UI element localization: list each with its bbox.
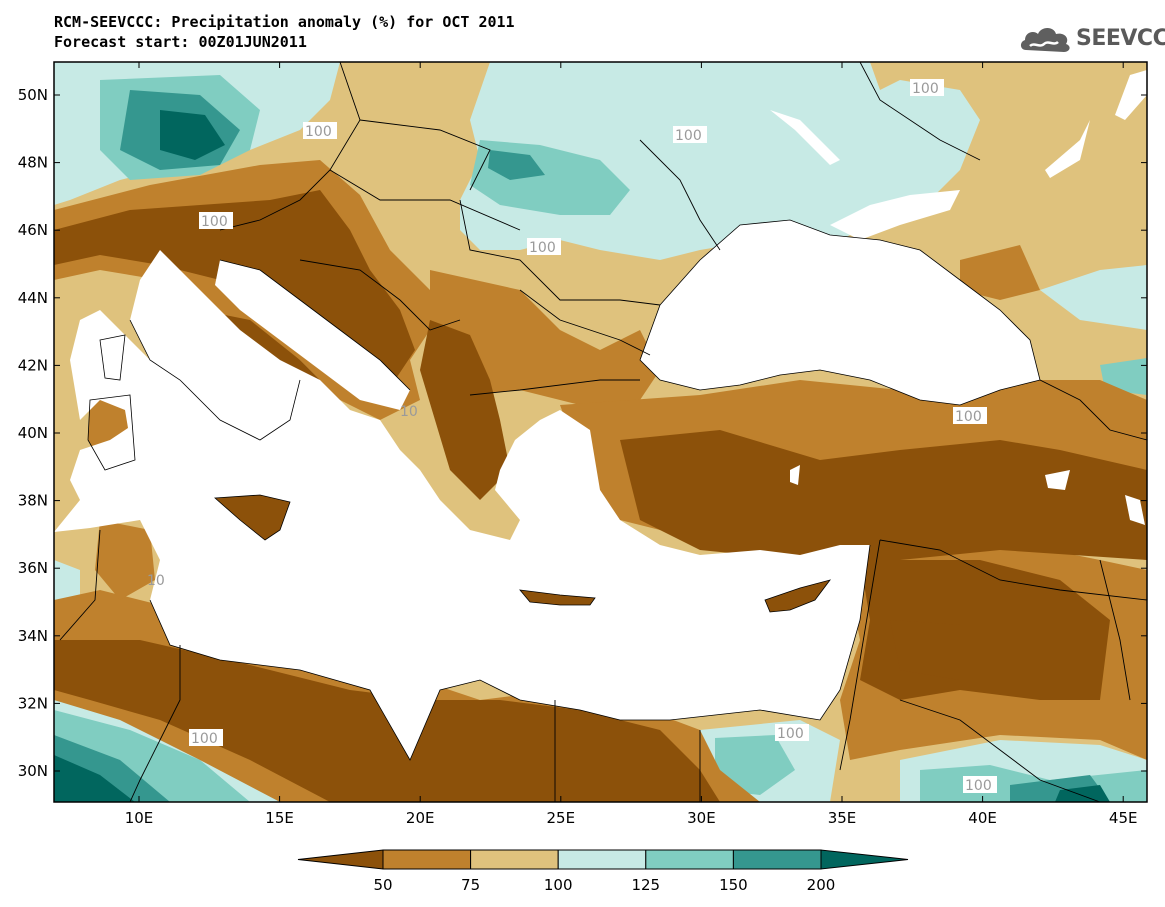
country-borders [59,62,1147,802]
colorbar-tick-label: 50 [373,876,392,894]
adriatic-sea [215,260,410,410]
colorbar-swatch [557,849,647,870]
lake-patch [1115,70,1147,120]
colorbar-tick-label: 150 [719,876,748,894]
cloud-icon [1020,28,1070,52]
lat-label: 42N [18,356,48,374]
island-crete [519,589,596,606]
lon-label: 20E [406,809,435,827]
lat-label: 46N [18,221,48,239]
anomaly-50-75-region [95,520,155,600]
colorbar-swatch [297,849,384,870]
lat-label: 32N [18,694,48,712]
lon-label: 45E [1109,809,1138,827]
contour-label: 100 [305,124,332,140]
black-sea [640,220,1040,405]
lake-patch [1125,495,1145,525]
contour-label: 10 [147,573,165,589]
lat-label: 44N [18,289,48,307]
lon-label: 25E [547,809,576,827]
lake-patch [790,465,800,485]
title-line-1: RCM-SEEVCCC: Precipitation anomaly (%) f… [54,13,515,31]
contour-labels: 100 100 100 100 100 100 100 100 100 10 1… [147,79,997,794]
colorbar-swatch [645,849,734,870]
lake-patch [770,110,840,165]
contour-label: 100 [675,128,702,144]
island-sicily [214,494,291,541]
lon-label: 35E [828,809,857,827]
anomaly-above-200-region [160,110,225,160]
colorbar-tick-label: 100 [544,876,573,894]
colorbar-tick-label: 200 [807,876,836,894]
contour-label: 100 [955,409,982,425]
colorbar: 50 75 100 125 150 200 [297,849,909,894]
lake-patch [1045,120,1090,178]
lon-label: 40E [968,809,997,827]
contour-label: 100 [965,778,992,794]
contour-label: 100 [191,731,218,747]
mediterranean-sea [54,250,870,760]
map-title: RCM-SEEVCCC: Precipitation anomaly (%) f… [54,12,515,52]
lake-patch [1045,470,1070,490]
map-frame [53,61,1148,803]
lat-label: 50N [18,86,48,104]
colorbar-swatch [732,849,822,870]
anomaly-below-50-region [54,640,720,802]
seevccc-logo: SEEVCCC [1018,22,1165,56]
anomaly-below-50-region [620,430,1147,580]
lon-label: 30E [687,809,716,827]
colorbar-swatch [820,849,909,870]
sea-of-azov [830,190,960,240]
anomaly-above-200-region [1055,785,1110,802]
longitude-axis: 10E 15E 20E 25E 30E 35E 40E 45E [125,62,1138,827]
lat-label: 40N [18,424,48,442]
anomaly-below-50-region [890,620,1000,680]
colorbar-swatch [470,849,559,870]
contour-label: 100 [777,726,804,742]
colorbar-tick-label: 75 [461,876,480,894]
contour-label: 100 [529,240,556,256]
anomaly-above-200-region [54,755,135,802]
colorbar-swatch [382,849,472,870]
lat-label: 48N [18,154,48,172]
lon-label: 10E [125,809,154,827]
anomaly-125-150-region [715,735,795,795]
latitude-axis: 50N 48N 46N 44N 42N 40N 38N 36N 34N 32N 30N [18,86,1147,780]
lat-label: 38N [18,492,48,510]
anomaly-50-75-region [960,245,1040,300]
island-cyprus [764,579,832,613]
contour-label: 100 [912,81,939,97]
title-line-2: Forecast start: 00Z01JUN2011 [54,33,307,51]
anomaly-below-50-region [420,320,510,500]
coastlines [87,219,1041,761]
lat-label: 30N [18,762,48,780]
colorbar-tick-label: 125 [631,876,660,894]
map-area: 100 100 100 100 100 100 100 100 100 10 1… [54,62,1147,802]
lat-label: 36N [18,559,48,577]
anomaly-100-125-region [1040,265,1147,330]
logo-text: SEEVCCC [1076,26,1165,51]
anomaly-150-200-region [488,150,545,180]
contour-label: 10 [400,404,418,420]
lat-label: 34N [18,627,48,645]
lon-label: 15E [265,809,294,827]
contour-label: 100 [201,214,228,230]
